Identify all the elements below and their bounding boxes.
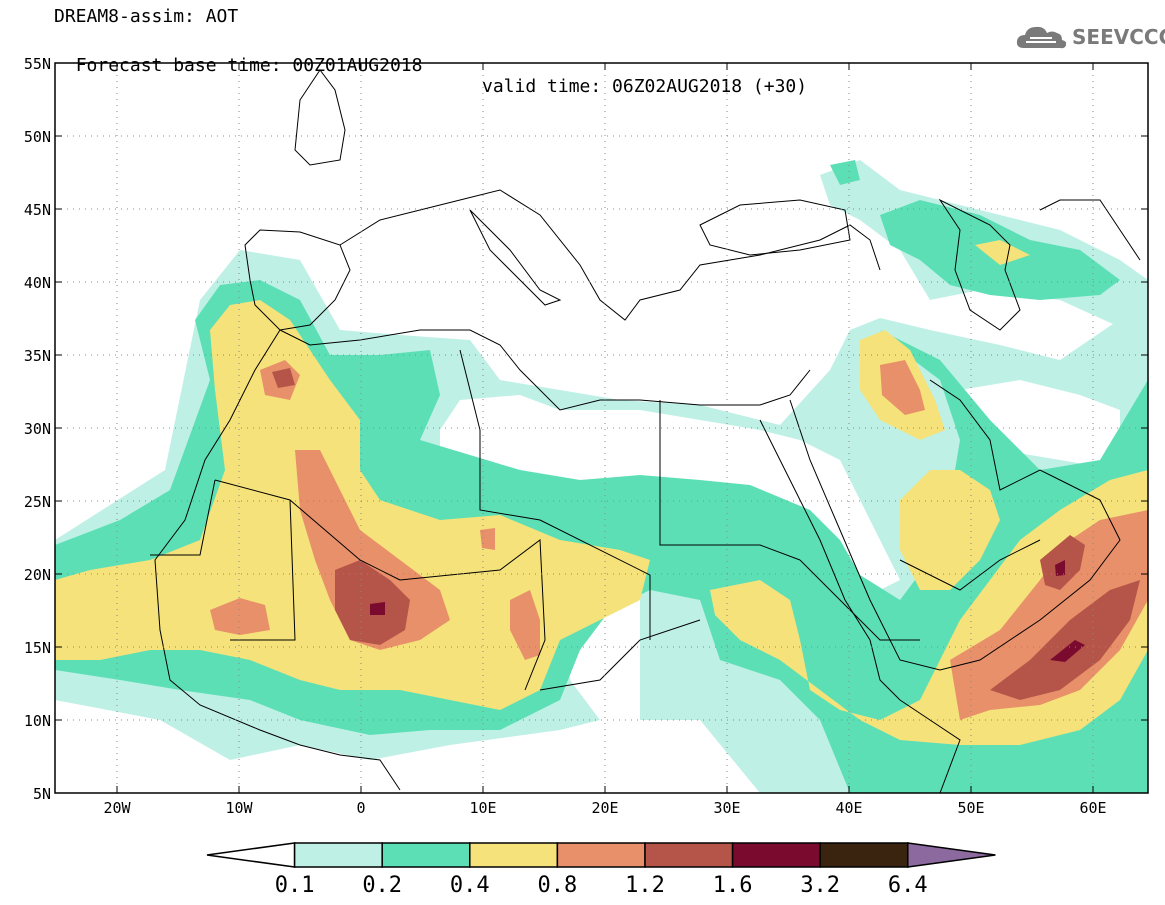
lat-tick-label: 20N [24,566,51,584]
coastline-caspian [938,198,1021,331]
forecast-base-time: Forecast base time: 00Z01AUG2018 valid t… [54,34,807,97]
latitude-tick-labels: 55N 50N 45N 40N 35N 30N 25N 20N 15N 10N 5N [24,55,51,803]
map-frame [54,62,1149,794]
graticule [55,62,1148,794]
border-central-africa [539,619,701,691]
colorbar-label: 1.6 [713,873,753,898]
lat-tick-label: 30N [24,420,51,438]
coastline-arabia [789,379,1121,671]
lon-tick-label: 30E [713,799,740,817]
coastline-britain [294,69,346,166]
colorbar-segment [293,842,383,868]
lat-tick-label: 45N [24,201,51,219]
border-sahara-2 [230,499,296,641]
cloud-logo-icon [1016,26,1067,49]
seevccc-logo: SEEVCCC [1016,22,1165,52]
lat-tick-label: 50N [24,128,51,146]
border-sahara-3 [459,349,651,640]
coastline-europe [339,189,881,321]
colorbar: 0.1 0.2 0.4 0.8 1.2 1.6 3.2 6.4 [206,842,996,898]
colorbar-segment [556,842,646,868]
border-central-asia [1039,199,1141,261]
lat-tick-label: 40N [24,274,51,292]
colorbar-label: 0.8 [538,873,578,898]
colorbar-right-arrow [907,842,996,868]
border-sahara-1 [214,479,401,581]
lon-tick-label: 0 [356,799,365,817]
colorbar-left-arrow [206,842,296,868]
lat-tick-label: 15N [24,639,51,657]
aot-contour-level6c [1055,560,1065,576]
colorbar-label: 0.4 [450,873,490,898]
aot-contour-level5d [272,368,295,388]
colorbar-label: 0.2 [362,873,402,898]
border-horn [799,559,920,641]
aot-contour-level4f [880,360,925,415]
coastline-north-africa [279,329,811,411]
lon-tick-label: 60E [1079,799,1106,817]
coastline-iberia [244,229,351,331]
lon-tick-label: 10E [469,799,496,817]
lat-tick-label: 35N [24,347,51,365]
colorbar-segment [381,842,471,868]
lon-tick-label: 10W [225,799,253,817]
lon-tick-label: 40E [835,799,862,817]
aot-contour-level3e [975,240,1030,265]
map-title: DREAM8-assim: AOT [54,6,239,27]
coastlines [150,69,1141,793]
base-time-label: Forecast base time: 00Z01AUG2018 [75,55,423,76]
lon-tick-label: 50E [957,799,984,817]
coastline-west-africa [154,329,401,791]
aot-contour-level2c [830,160,860,185]
colorbar-label: 3.2 [800,873,840,898]
colorbar-segment [819,842,909,868]
aot-contour-level4e [480,528,495,550]
aot-contour-level3c [900,470,1000,590]
colorbar-segment [469,842,559,868]
aot-contour-level4c [210,598,270,635]
aot-contour-level4g [950,510,1148,720]
colorbar-label: 1.2 [625,873,665,898]
lat-tick-label: 5N [33,785,51,803]
colorbar-segment [731,842,821,868]
colorbar-segment [644,842,734,868]
aot-contour-level4d [510,590,540,660]
border-arabia [899,539,1041,591]
border-sahel-2 [399,539,546,691]
border-sahel [150,479,216,556]
border-sahara-4 [659,400,801,561]
colorbar-label: 6.4 [888,873,928,898]
coastline-black-sea [699,199,851,256]
lat-tick-label: 10N [24,712,51,730]
coastline-italy [469,209,562,306]
aot-contour-level3 [55,300,650,710]
aot-contour-level5b [990,580,1140,700]
lat-tick-label: 25N [24,493,51,511]
aot-contour-level6 [370,602,385,615]
logo-text: SEEVCCC [1072,25,1165,49]
aot-contour-level4 [295,450,450,650]
coastline-red-sea [759,419,961,793]
valid-time-label: valid time: 06Z02AUG2018 (+30) [482,76,808,97]
aot-field [55,160,1148,793]
longitude-tick-labels: 20W 10W 0 10E 20E 30E 40E 50E 60E [103,799,1106,817]
aot-contour-level5 [335,560,410,645]
lon-tick-label: 20E [591,799,618,817]
lon-tick-label: 20W [103,799,131,817]
colorbar-label: 0.1 [275,873,315,898]
lat-tick-label: 55N [24,55,51,73]
aot-contour-level6b [1050,640,1085,662]
